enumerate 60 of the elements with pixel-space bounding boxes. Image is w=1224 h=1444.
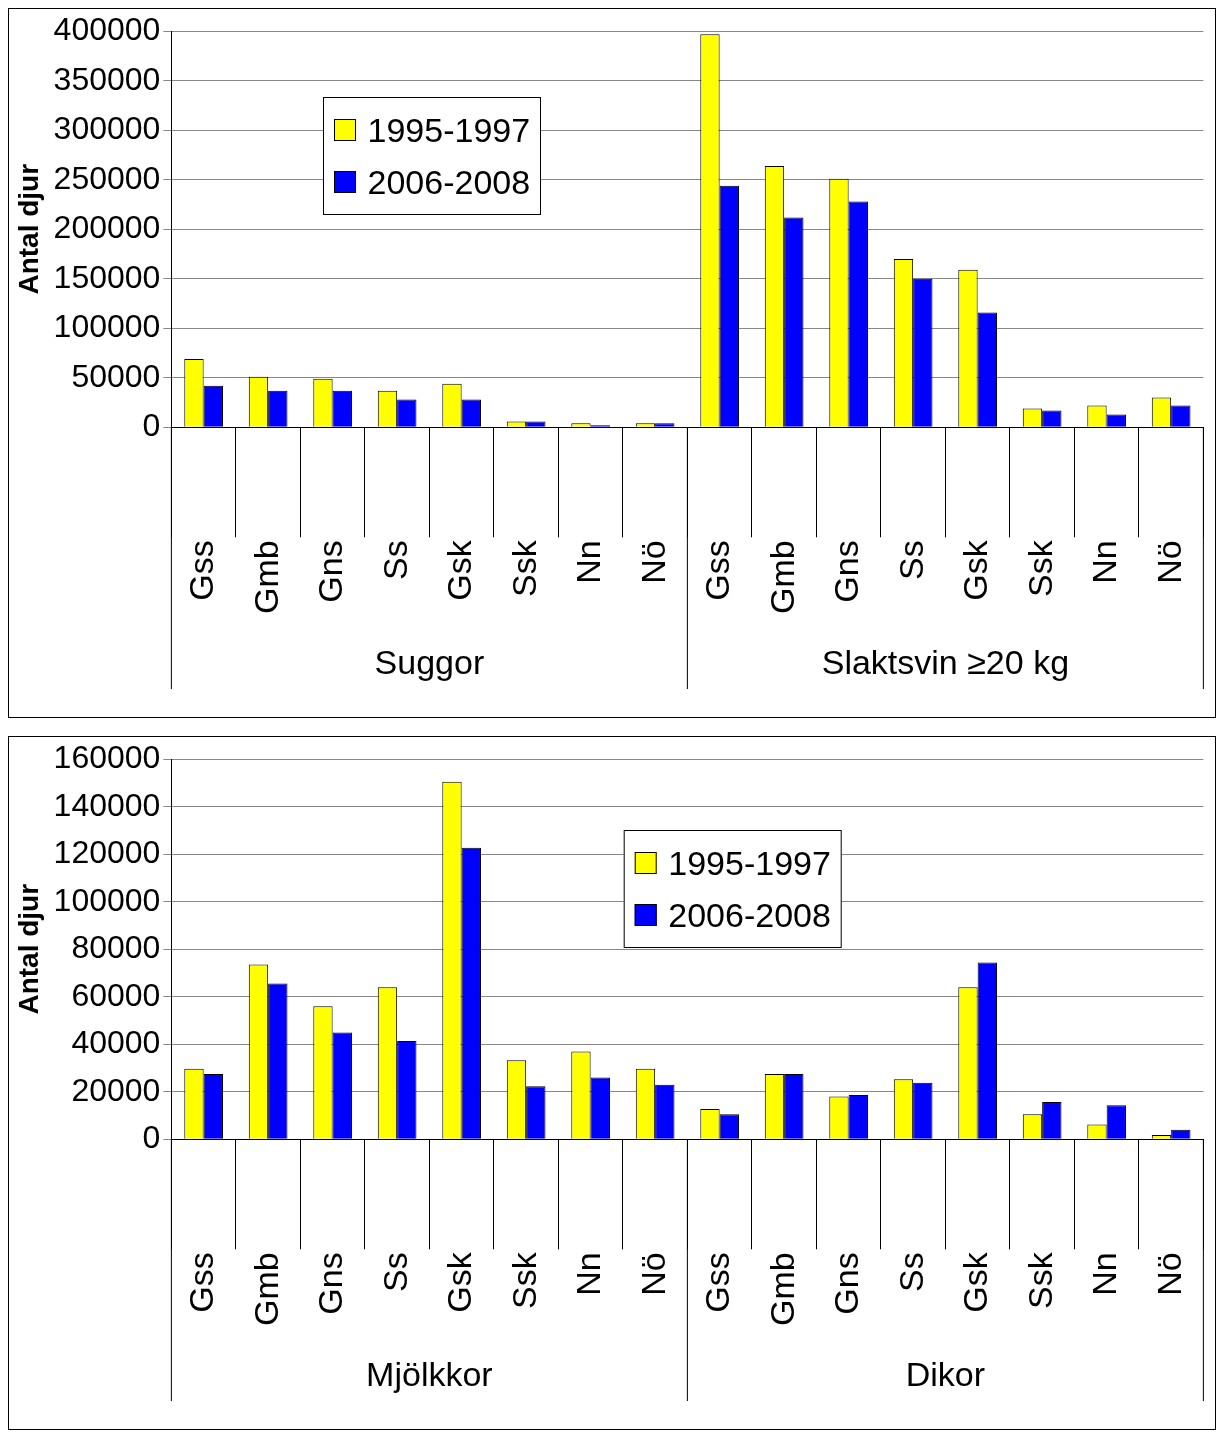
x-tick-label: Nn (569, 540, 608, 584)
y-tick-label: 40000 (71, 1024, 161, 1061)
x-tick-label: Gns (827, 1252, 866, 1315)
y-tick-label: 300000 (53, 110, 161, 147)
x-tick-label: Gsk (440, 1251, 479, 1313)
text: Suggor (374, 643, 485, 682)
x-tick-label: Ssk (504, 1251, 543, 1310)
y-tick-label: 350000 (53, 60, 161, 97)
legend-label: 1995-1997 (668, 843, 831, 884)
x-tick-label: Gss (182, 540, 221, 601)
legend-label: 2006-2008 (668, 895, 831, 936)
x-tick-label: Gsk (440, 539, 479, 601)
x-tick-label: Gns (311, 1252, 350, 1315)
x-tick-label: Nn (1085, 1252, 1124, 1296)
legend-label: 2006-2008 (367, 162, 531, 203)
x-tick-label: Gss (698, 540, 737, 601)
y-tick-label: 150000 (53, 258, 161, 295)
x-tick-label: Nö (1149, 1252, 1188, 1296)
x-tick-label: Gsk (956, 539, 995, 601)
y-tick-label: 20000 (71, 1071, 161, 1108)
text: Slaktsvin ≥20 kg (821, 643, 1070, 682)
y-tick-label: 0 (142, 407, 161, 444)
x-tick-label: Nn (1085, 540, 1124, 584)
x-tick-label: Ssk (504, 539, 543, 598)
y-axis-title: Antal djur (12, 163, 44, 295)
x-tick-label: Nö (1149, 540, 1188, 584)
text: Dikor (905, 1355, 986, 1394)
x-tick-label: Gns (311, 540, 350, 603)
x-tick-label: Ssk (1020, 539, 1059, 598)
x-tick-label: Ss (375, 540, 414, 581)
x-tick-label: Nn (569, 1252, 608, 1296)
x-tick-label: Gmb (246, 540, 285, 615)
legend-label: 1995-1997 (367, 110, 531, 151)
x-tick-label: Ssk (1020, 1251, 1059, 1310)
y-tick-label: 400000 (53, 11, 161, 48)
x-tick-label: Gmb (762, 1252, 801, 1327)
y-tick-label: 160000 (53, 739, 161, 776)
y-tick-label: 250000 (53, 159, 161, 196)
text: Mjölkkor (366, 1355, 493, 1394)
x-tick-label: Gss (698, 1252, 737, 1313)
y-tick-label: 140000 (53, 786, 161, 823)
x-tick-label: Ss (891, 540, 930, 581)
y-axis-title: Antal djur (12, 883, 44, 1015)
y-tick-label: 50000 (71, 357, 161, 394)
x-tick-label: Gns (827, 540, 866, 603)
y-tick-label: 60000 (71, 976, 161, 1013)
x-tick-label: Gsk (956, 1251, 995, 1313)
x-tick-label: Gss (182, 1252, 221, 1313)
y-tick-label: 100000 (53, 308, 161, 345)
x-tick-label: Gmb (762, 540, 801, 615)
y-tick-label: 200000 (53, 209, 161, 246)
x-tick-label: Nö (633, 540, 672, 584)
x-tick-label: Ss (891, 1252, 930, 1293)
x-tick-label: Nö (633, 1252, 672, 1296)
y-tick-label: 120000 (53, 834, 161, 871)
x-tick-label: Gmb (246, 1252, 285, 1327)
y-tick-label: 80000 (71, 929, 161, 966)
x-tick-label: Ss (375, 1252, 414, 1293)
y-tick-label: 0 (142, 1119, 161, 1156)
y-tick-label: 100000 (53, 881, 161, 918)
